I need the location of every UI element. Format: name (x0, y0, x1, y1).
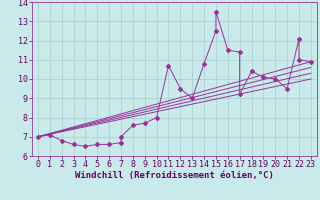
X-axis label: Windchill (Refroidissement éolien,°C): Windchill (Refroidissement éolien,°C) (75, 171, 274, 180)
